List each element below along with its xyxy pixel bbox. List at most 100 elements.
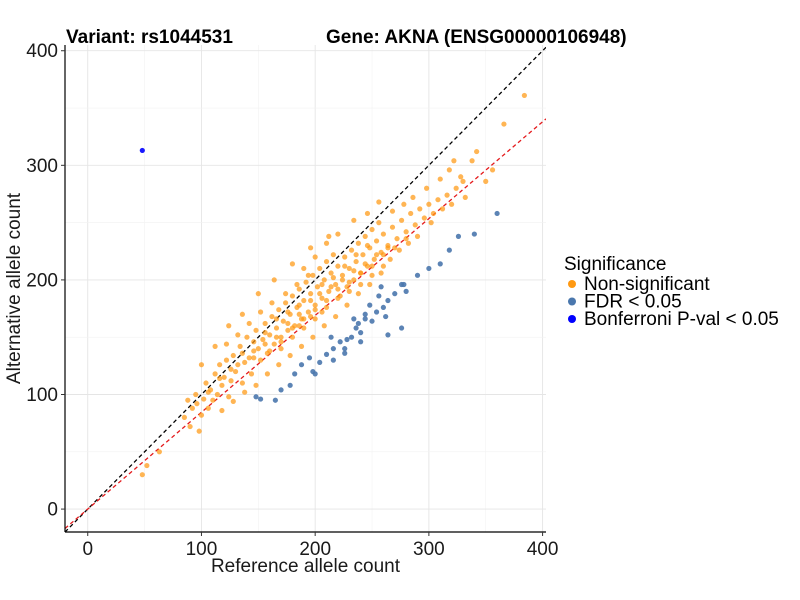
data-point-non-significant (242, 389, 248, 395)
data-point-fdr-0-05 (298, 362, 305, 368)
data-point-non-significant (373, 238, 380, 244)
data-point-non-significant (285, 320, 291, 327)
data-point-non-significant (273, 325, 280, 331)
data-point-fdr-0-05 (342, 350, 348, 356)
data-point-non-significant (239, 311, 245, 317)
data-point-non-significant (239, 380, 245, 386)
data-point-non-significant (212, 371, 218, 377)
legend-key-fdr-0-05 (568, 297, 576, 306)
data-point-non-significant (287, 352, 293, 359)
data-point-non-significant (392, 245, 398, 251)
data-point-non-significant (203, 380, 209, 386)
data-point-non-significant (271, 341, 277, 347)
data-point-non-significant (385, 245, 391, 251)
legend-label: Non-significant (584, 274, 710, 295)
data-point-fdr-0-05 (401, 281, 407, 288)
data-point-non-significant (444, 192, 450, 198)
data-point-non-significant (217, 362, 223, 368)
data-point-non-significant (458, 174, 464, 180)
data-point-fdr-0-05 (257, 396, 264, 402)
data-point-non-significant (269, 313, 275, 320)
data-point-non-significant (369, 263, 375, 269)
legend-label: Bonferroni P-val < 0.05 (584, 309, 779, 330)
data-point-non-significant (248, 371, 255, 377)
data-point-non-significant (376, 199, 382, 205)
data-point-fdr-0-05 (362, 311, 368, 317)
legend-label: FDR < 0.05 (584, 292, 682, 313)
data-point-non-significant (267, 332, 273, 338)
data-point-non-significant (346, 288, 352, 294)
data-point-non-significant (253, 327, 259, 333)
data-point-non-significant (376, 220, 382, 226)
data-point-non-significant (237, 343, 243, 349)
data-point-fdr-0-05 (358, 330, 364, 336)
data-point-non-significant (219, 382, 225, 388)
data-point-non-significant (285, 309, 291, 315)
data-point-non-significant (280, 318, 286, 324)
data-point-non-significant (301, 265, 307, 272)
data-point-non-significant (469, 158, 475, 164)
data-point-non-significant (312, 254, 318, 260)
data-point-non-significant (489, 167, 496, 173)
data-point-non-significant (246, 320, 252, 327)
data-point-non-significant (239, 350, 245, 356)
data-point-non-significant (221, 374, 227, 380)
data-point-non-significant (351, 277, 357, 283)
data-point-non-significant (271, 277, 277, 283)
data-point-non-significant (449, 201, 455, 207)
x-tick-label: 400 (527, 539, 559, 560)
data-point-fdr-0-05 (367, 302, 373, 308)
x-tick-label: 100 (186, 539, 218, 560)
data-point-fdr-0-05 (398, 325, 405, 331)
data-point-non-significant (369, 226, 375, 233)
data-point-non-significant (460, 178, 466, 184)
data-point-fdr-0-05 (403, 288, 409, 294)
data-point-fdr-0-05 (348, 334, 355, 340)
data-point-non-significant (228, 378, 234, 384)
data-point-non-significant (210, 397, 216, 403)
data-point-non-significant (355, 240, 361, 246)
data-point-non-significant (439, 206, 446, 212)
data-point-non-significant (217, 375, 223, 382)
data-point-non-significant (198, 362, 205, 368)
data-point-non-significant (326, 233, 332, 239)
data-point-fdr-0-05 (323, 351, 330, 357)
data-point-fdr-0-05 (471, 231, 477, 237)
data-point-fdr-0-05 (378, 284, 384, 290)
data-point-non-significant (364, 210, 371, 217)
data-point-non-significant (378, 270, 384, 276)
data-point-fdr-0-05 (414, 272, 421, 278)
data-point-non-significant (474, 148, 480, 155)
title-variant: Variant: rs1044531 (66, 27, 233, 48)
data-point-non-significant (235, 332, 241, 338)
data-point-non-significant (362, 233, 368, 239)
data-point-non-significant (342, 254, 348, 260)
data-point-non-significant (298, 343, 305, 349)
data-point-non-significant (223, 341, 230, 347)
data-point-non-significant (501, 121, 507, 127)
data-point-non-significant (373, 252, 380, 258)
data-point-fdr-0-05 (362, 316, 368, 322)
data-point-fdr-0-05 (330, 346, 336, 352)
data-point-non-significant (401, 201, 407, 207)
data-point-fdr-0-05 (358, 339, 364, 345)
data-point-non-significant (276, 307, 282, 313)
data-point-non-significant (360, 252, 366, 258)
data-point-non-significant (321, 323, 327, 329)
data-point-non-significant (398, 217, 405, 223)
data-point-fdr-0-05 (312, 371, 318, 377)
data-point-non-significant (362, 261, 368, 267)
data-point-non-significant (230, 352, 236, 359)
data-point-non-significant (483, 178, 489, 184)
data-point-non-significant (403, 229, 409, 235)
data-point-non-significant (296, 286, 302, 292)
data-point-non-significant (403, 236, 409, 242)
data-point-non-significant (253, 382, 259, 388)
data-point-non-significant (394, 236, 400, 242)
data-point-bonferroni-p-val-0-05 (139, 147, 145, 154)
data-point-non-significant (144, 462, 150, 469)
data-point-non-significant (310, 334, 316, 340)
data-point-non-significant (319, 281, 325, 288)
data-point-non-significant (330, 275, 336, 281)
data-point-non-significant (314, 284, 321, 290)
